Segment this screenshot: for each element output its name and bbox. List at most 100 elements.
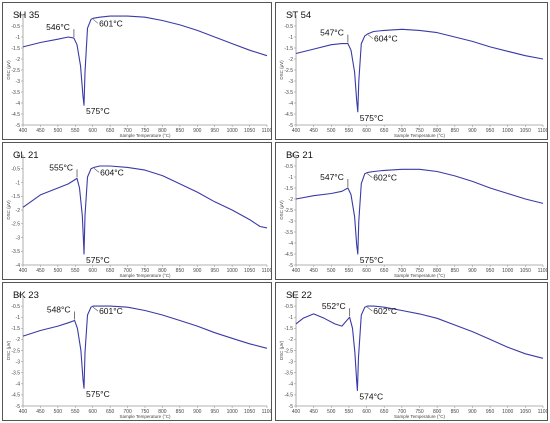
x-tick-label: 700 <box>398 409 407 415</box>
y-tick-label: -2.5 <box>284 68 293 74</box>
y-tick-label: -4 <box>289 382 294 388</box>
temperature-annotation: 575°C <box>86 255 110 265</box>
x-tick-label: 650 <box>380 128 389 134</box>
x-axis-label: Sample Temperature (°C) <box>120 273 171 278</box>
x-tick-label: 650 <box>380 409 389 415</box>
y-tick-label: -3 <box>16 235 21 241</box>
x-tick-label: 450 <box>36 268 45 274</box>
annotation-leader-line <box>367 306 373 312</box>
y-tick-label: -0.5 <box>284 304 293 310</box>
y-axis-label: DSC (μV) <box>6 340 11 360</box>
temperature-annotation: 601°C <box>99 306 123 316</box>
y-tick-label: -3 <box>289 219 294 225</box>
y-tick-label: -4 <box>16 101 21 107</box>
x-tick-label: 900 <box>468 409 477 415</box>
x-tick-label: 650 <box>380 268 389 274</box>
y-tick-label: -3 <box>16 359 21 365</box>
y-tick-label: -0.5 <box>284 164 293 170</box>
temperature-annotation: 555°C <box>49 162 73 172</box>
y-tick-label: -3.5 <box>11 90 20 96</box>
x-tick-label: 450 <box>36 409 45 415</box>
y-tick-label: -4.5 <box>11 112 20 118</box>
annotation-leader-line <box>93 168 100 173</box>
panel-label: SH 35 <box>13 10 40 21</box>
y-tick-label: -2.5 <box>284 208 293 214</box>
x-tick-label: 700 <box>123 128 132 134</box>
x-tick-label: 950 <box>486 409 495 415</box>
x-tick-label: 800 <box>158 268 167 274</box>
y-tick-label: -2 <box>16 208 21 214</box>
x-tick-label: 800 <box>433 128 442 134</box>
y-tick-label: -2 <box>289 337 294 343</box>
x-tick-label: 600 <box>362 409 371 415</box>
x-tick-label: 950 <box>486 128 495 134</box>
x-tick-label: 650 <box>106 409 115 415</box>
y-tick-label: 0 <box>17 293 20 299</box>
y-axis-label: DSC (μV) <box>6 200 11 220</box>
y-tick-label: -3.5 <box>11 249 20 255</box>
y-tick-label: -4 <box>16 263 21 269</box>
y-tick-label: -1.5 <box>284 326 293 332</box>
y-tick-label: -3 <box>289 359 294 365</box>
y-tick-label: -0.5 <box>11 304 20 310</box>
x-tick-label: 700 <box>123 409 132 415</box>
x-tick-label: 1050 <box>520 409 531 415</box>
x-tick-label: 1000 <box>227 128 238 134</box>
x-tick-label: 400 <box>19 128 28 134</box>
x-tick-label: 600 <box>362 268 371 274</box>
y-tick-label: -2.5 <box>284 348 293 354</box>
y-tick-label: -1.5 <box>11 194 20 200</box>
y-tick-label: -3 <box>16 79 21 85</box>
annotation-leader-line <box>367 34 374 39</box>
y-tick-label: -4 <box>289 101 294 107</box>
x-tick-label: 550 <box>71 128 80 134</box>
annotation-leader-line <box>92 19 99 24</box>
x-tick-label: 1050 <box>244 409 255 415</box>
x-tick-label: 550 <box>71 268 80 274</box>
x-tick-label: 1000 <box>227 409 238 415</box>
x-tick-label: 850 <box>451 268 460 274</box>
x-tick-label: 900 <box>468 268 477 274</box>
temperature-annotation: 575°C <box>86 106 110 116</box>
y-tick-label: 0 <box>290 293 293 299</box>
chart-panel-bk23: BK 23 0 -0.5 -1 -1.5 -2 -2.5 -3 -3.5 -4 -4.5 -5 400… <box>2 282 272 421</box>
y-tick-label: -2 <box>16 57 21 63</box>
x-tick-label: 400 <box>19 409 28 415</box>
x-tick-label: 500 <box>327 128 336 134</box>
y-tick-label: -1 <box>289 315 294 321</box>
x-tick-label: 800 <box>158 409 167 415</box>
x-tick-label: 750 <box>415 409 424 415</box>
x-tick-label: 500 <box>327 409 336 415</box>
x-tick-label: 450 <box>309 128 318 134</box>
y-tick-label: -1.5 <box>284 186 293 192</box>
y-axis-label: DSC (μV) <box>279 60 284 80</box>
y-tick-label: -5 <box>289 123 294 129</box>
x-tick-label: 850 <box>451 128 460 134</box>
y-tick-label: -3.5 <box>284 371 293 377</box>
y-tick-label: -3.5 <box>11 371 20 377</box>
x-tick-label: 700 <box>398 128 407 134</box>
x-tick-label: 1000 <box>502 409 513 415</box>
panel-label: BG 21 <box>286 150 313 161</box>
y-tick-label: -4.5 <box>11 393 20 399</box>
x-tick-label: 950 <box>211 409 220 415</box>
y-tick-label: -2.5 <box>11 222 20 228</box>
temperature-annotation: 552°C <box>322 301 346 311</box>
y-tick-label: 0 <box>17 13 20 19</box>
x-tick-label: 550 <box>71 409 80 415</box>
temperature-annotation: 575°C <box>360 113 384 123</box>
y-tick-label: -1 <box>16 180 21 186</box>
x-tick-label: 900 <box>193 268 202 274</box>
chart-panel-se22: SE 22 0 -0.5 -1 -1.5 -2 -2.5 -3 -3.5 -4 -4.5 -5 400… <box>275 282 548 421</box>
x-tick-label: 400 <box>292 128 301 134</box>
x-tick-label: 900 <box>468 128 477 134</box>
x-tick-label: 850 <box>176 409 185 415</box>
temperature-annotation: 548°C <box>47 305 71 315</box>
x-tick-label: 600 <box>362 128 371 134</box>
x-tick-label: 750 <box>141 409 150 415</box>
x-tick-label: 650 <box>106 268 115 274</box>
x-axis-label: Sample Temperature (°C) <box>394 273 445 278</box>
temperature-annotation: 602°C <box>373 173 397 183</box>
temperature-annotation: 546°C <box>46 22 70 32</box>
